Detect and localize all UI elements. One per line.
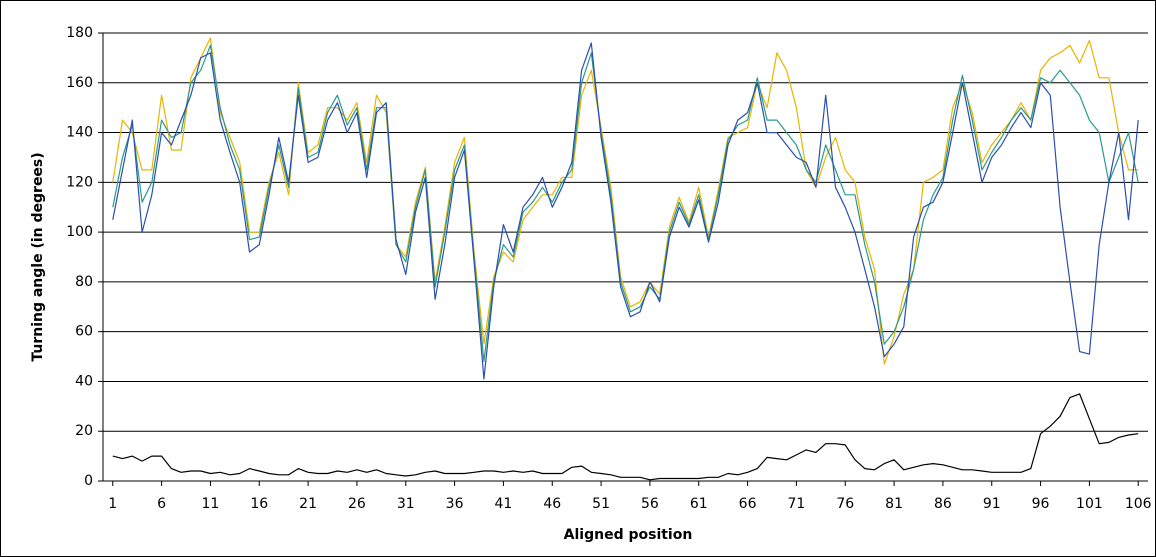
x-tick-label: 61 bbox=[690, 496, 708, 512]
y-tick-label: 20 bbox=[75, 423, 93, 439]
y-tick-label: 100 bbox=[66, 224, 93, 240]
x-tick-label: 31 bbox=[397, 496, 415, 512]
y-tick-label: 160 bbox=[66, 75, 93, 91]
x-tick-label: 16 bbox=[250, 496, 268, 512]
y-tick-label: 60 bbox=[75, 324, 93, 340]
y-axis-title: Turning angle (in degrees) bbox=[30, 152, 46, 361]
x-tick-label: 26 bbox=[348, 496, 366, 512]
y-tick-label: 140 bbox=[66, 125, 93, 141]
y-tick-label: 40 bbox=[75, 373, 93, 389]
x-tick-label: 106 bbox=[1125, 496, 1152, 512]
x-tick-label: 81 bbox=[885, 496, 903, 512]
x-tick-label: 76 bbox=[836, 496, 854, 512]
x-tick-label: 86 bbox=[934, 496, 952, 512]
x-tick-label: 101 bbox=[1076, 496, 1103, 512]
x-tick-label: 21 bbox=[299, 496, 317, 512]
x-tick-label: 36 bbox=[446, 496, 464, 512]
series-line bbox=[112, 42, 1139, 380]
x-axis-title: Aligned position bbox=[564, 527, 693, 543]
x-tick-label: 46 bbox=[543, 496, 561, 512]
x-tick-label: 91 bbox=[983, 496, 1001, 512]
x-tick-label: 11 bbox=[202, 496, 220, 512]
x-tick-label: 6 bbox=[157, 496, 166, 512]
y-tick-label: 0 bbox=[84, 473, 93, 489]
x-tick-label: 96 bbox=[1032, 496, 1050, 512]
y-tick-label: 180 bbox=[66, 25, 93, 41]
x-tick-label: 66 bbox=[739, 496, 757, 512]
y-tick-label: 120 bbox=[66, 174, 93, 190]
x-tick-label: 41 bbox=[495, 496, 513, 512]
x-tick-label: 1 bbox=[108, 496, 117, 512]
series-line bbox=[112, 393, 1139, 481]
series-line bbox=[112, 44, 1139, 363]
x-tick-label: 51 bbox=[592, 496, 610, 512]
y-tick-label: 80 bbox=[75, 274, 93, 290]
x-tick-label: 56 bbox=[641, 496, 659, 512]
x-tick-label: 71 bbox=[787, 496, 805, 512]
